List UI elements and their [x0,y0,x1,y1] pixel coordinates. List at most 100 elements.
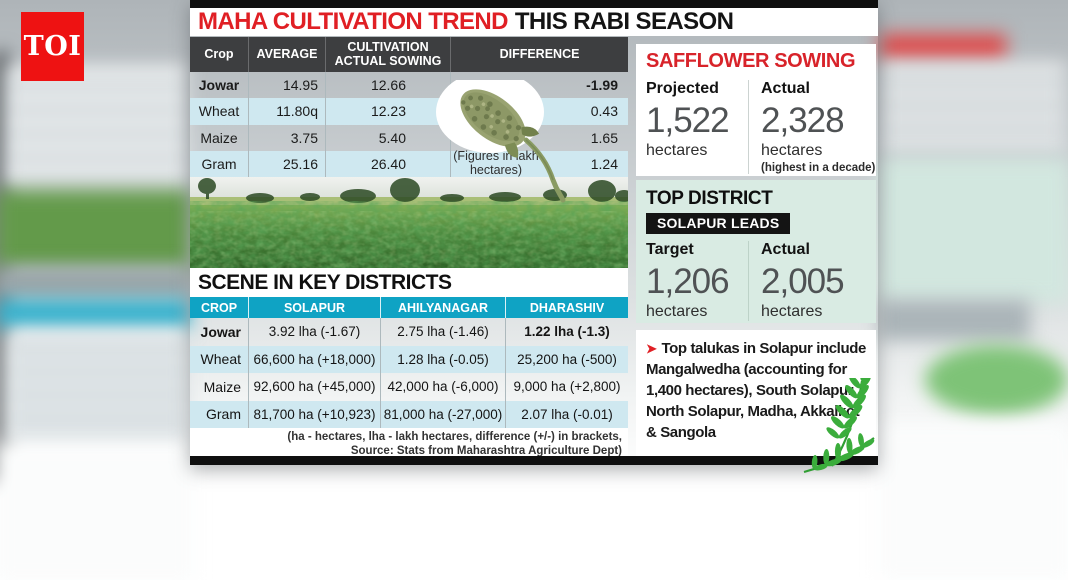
cell-crop: Wheat [190,345,248,373]
actual-value: 2,328 [761,101,845,140]
background-blur-green-band [0,190,190,270]
cell-average: 25.16 [248,150,325,177]
cell-crop: Jowar [198,77,240,94]
wheat-icon [803,378,875,474]
cell-dharashiv: 1.22 lha (-1.3) [505,318,628,346]
table-row: Jowar 3.92 lha (-1.67) 2.75 lha (-1.46) … [190,318,628,346]
cell-crop: Gram [190,400,248,428]
cell-ahilyanagar: 42,000 ha (-6,000) [380,373,505,401]
safflower-projected: Projected 1,522 hectares [646,80,749,174]
toi-logo-text: TOI [23,31,82,62]
actual-unit: hectares [761,303,823,320]
background-blur-rows-left-bottom [6,330,188,444]
projected-unit: hectares [646,142,708,159]
cell-crop: Gram [190,150,248,177]
background-blur-mint-block [878,158,1068,303]
cell-actual: 5.40 [325,124,450,151]
table-row: Jowar 14.95 12.66 -1.99 [190,72,628,99]
top-district-title: TOP DISTRICT [646,188,773,209]
horizon-trees [198,178,628,203]
actual-value: 2,005 [761,262,845,301]
districts-header-crop: CROP [200,300,238,315]
projected-value: 1,522 [646,101,730,140]
projected-label: Projected [646,80,719,97]
target-column: Target 1,206 hectares [646,241,749,321]
actual-column: Actual 2,005 hectares [749,241,876,321]
safflower-panel: SAFFLOWER SOWING Projected 1,522 hectare… [636,44,876,176]
cell-ahilyanagar: 2.75 lha (-1.46) [380,318,505,346]
cultivation-header-crop: Crop [204,46,234,61]
cell-actual: 26.40 [325,150,450,177]
background-blur-green-right [925,345,1068,415]
background-blur-white-right [878,424,1068,580]
districts-table: Jowar 3.92 lha (-1.67) 2.75 lha (-1.46) … [190,318,628,428]
cell-solapur: 66,600 ha (+18,000) [248,345,380,373]
cell-actual: 12.23 [325,98,450,125]
background-blur-teal-band [0,299,190,329]
source-note-line2: Source: Stats from Maharashtra Agricultu… [350,444,622,457]
background-blur-red-band [880,34,1006,60]
field-photo [190,177,628,268]
target-unit: hectares [646,303,708,320]
headline: MAHA CULTIVATION TREND THIS RABI SEASON [190,8,878,36]
background-blur-rows-right [880,62,1066,156]
safflower-columns: Projected 1,522 hectares Actual 2,328 he… [646,80,876,174]
arrow-bullet-icon: ➤ [646,341,657,356]
headline-red-text: MAHA CULTIVATION TREND [198,8,508,35]
cell-dharashiv: 25,200 ha (-500) [505,345,628,373]
cell-average: 11.80q [248,98,325,125]
cell-crop: Wheat [190,98,248,125]
table-row: Gram 25.16 26.40 1.24 [190,150,628,177]
toi-logo: TOI [21,12,84,81]
districts-header-ahilyanagar: AHILYANAGAR [380,297,505,318]
talukas-text: Top talukas in Solapur include Mangalwed… [646,340,866,441]
table-row: Maize 92,600 ha (+45,000) 42,000 ha (-6,… [190,373,628,401]
cell-crop: Maize [203,378,241,395]
background-blur-rows-left-top [6,66,188,190]
cell-average: 3.75 [248,124,325,151]
source-note: (ha - hectares, lha - lakh hectares, dif… [190,428,628,457]
cell-dharashiv: 9,000 ha (+2,800) [505,373,628,401]
actual-unit: hectares [761,142,823,159]
cell-ahilyanagar: 1.28 lha (-0.05) [380,345,505,373]
cell-crop: Maize [200,129,238,146]
districts-header-solapur: SOLAPUR [248,297,380,318]
background-blur-white-left [0,442,194,580]
cell-solapur: 81,700 ha (+10,923) [248,400,380,428]
table-row: Wheat 66,600 ha (+18,000) 1.28 lha (-0.0… [190,345,628,373]
actual-note: (highest in a decade) [761,162,876,174]
actual-label: Actual [761,241,810,258]
districts-table-header: CROP SOLAPUR AHILYANAGAR DHARASHIV [190,297,628,318]
cell-actual: 12.66 [325,72,450,99]
target-label: Target [646,241,694,258]
safflower-actual: Actual 2,328 hectares (highest in a deca… [749,80,876,174]
background-blur-gray-band [0,266,190,300]
cultivation-header-difference: DIFFERENCE [450,37,628,72]
cell-solapur: 92,600 ha (+45,000) [248,373,380,401]
safflower-title: SAFFLOWER SOWING [646,50,856,72]
solapur-leads-badge: SOLAPUR LEADS [646,213,791,234]
cell-ahilyanagar: 81,000 ha (-27,000) [380,400,505,428]
infographic-card: MAHA CULTIVATION TREND THIS RABI SEASON … [190,0,878,474]
top-district-panel: TOP DISTRICT SOLAPUR LEADS Target 1,206 … [636,180,876,323]
top-district-columns: Target 1,206 hectares Actual 2,005 hecta… [646,241,876,321]
top-black-bar [190,0,878,8]
cell-solapur: 3.92 lha (-1.67) [248,318,380,346]
cell-crop: Jowar [200,323,241,340]
background-blur-gray-right [880,300,1030,340]
districts-header-dharashiv: DHARASHIV [505,297,628,318]
actual-label: Actual [761,80,810,97]
cultivation-table-header: Crop AVERAGE CULTIVATION ACTUAL SOWING D… [190,37,628,72]
districts-section-title: SCENE IN KEY DISTRICTS [190,268,628,297]
cell-dharashiv: 2.07 lha (-0.01) [505,400,628,428]
cultivation-table: Jowar 14.95 12.66 -1.99 Wheat 11.80q 12.… [190,72,628,177]
cultivation-header-actual: CULTIVATION ACTUAL SOWING [325,37,450,72]
jowar-head-illustration [436,80,566,203]
headline-black-text: THIS RABI SEASON [514,8,734,35]
cultivation-header-average: AVERAGE [248,37,325,72]
source-note-line1: (ha - hectares, lha - lakh hectares, dif… [287,431,622,443]
table-row: Gram 81,700 ha (+10,923) 81,000 ha (-27,… [190,400,628,428]
bottom-black-bar [190,456,878,465]
target-value: 1,206 [646,262,730,301]
